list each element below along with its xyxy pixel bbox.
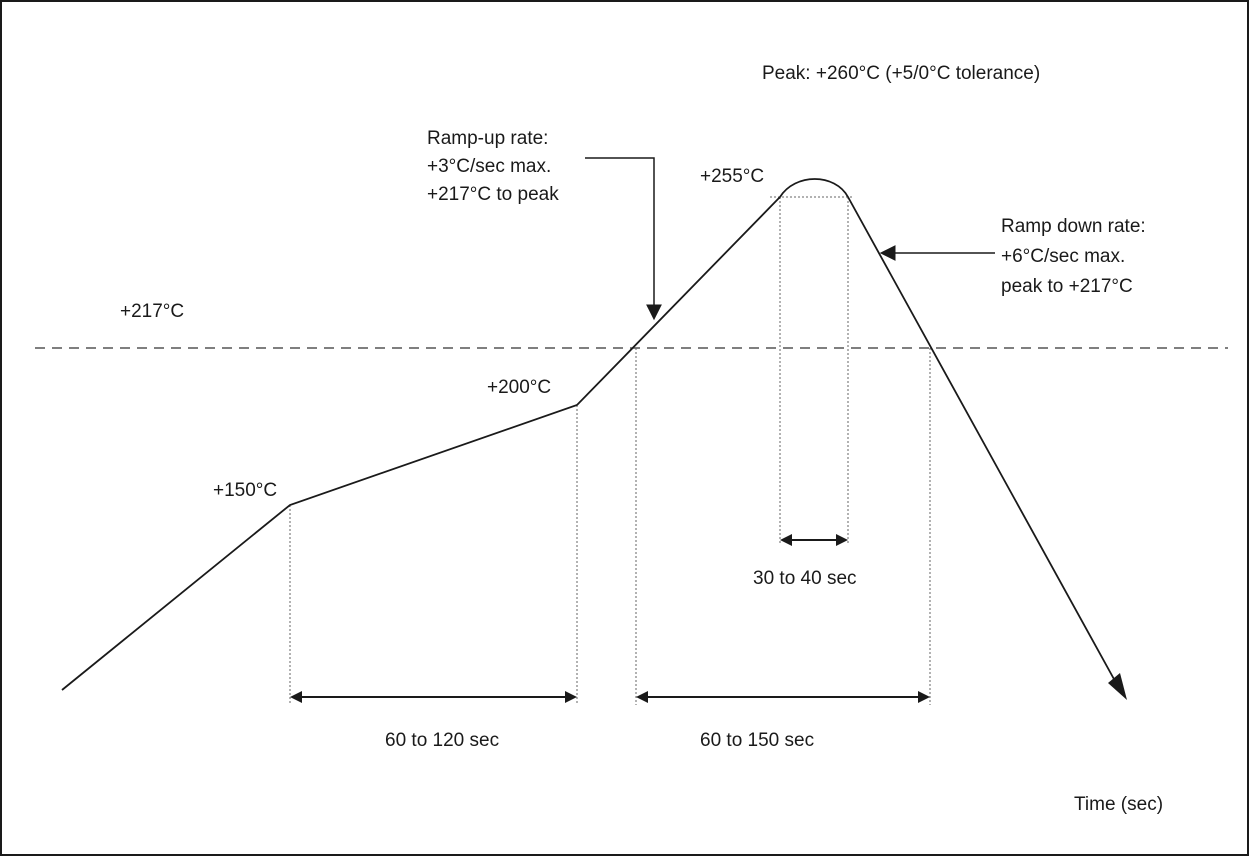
temp-150-label: +150°C: [213, 480, 277, 501]
temperature-profile-curve: [61, 178, 1121, 691]
peak-note: Peak: +260°C (+5/0°C tolerance): [762, 63, 1040, 84]
temp-255-label: +255°C: [700, 166, 764, 187]
temp-200-label: +200°C: [487, 377, 551, 398]
preheat-duration-label: 60 to 120 sec: [385, 730, 499, 751]
ramp-up-callout-arrow: [585, 157, 662, 321]
profile-end-arrowhead: [1108, 673, 1127, 700]
guide-lines: [289, 196, 931, 705]
temp-217-label: +217°C: [120, 301, 184, 322]
near-peak-duration-label: 30 to 40 sec: [753, 568, 857, 589]
x-axis-label: Time (sec): [1074, 794, 1163, 815]
liquidus-duration-label: 60 to 150 sec: [700, 730, 814, 751]
ramp-down-label-line1: Ramp down rate:: [1001, 216, 1146, 237]
ramp-up-label-line3: +217°C to peak: [427, 184, 559, 205]
ramp-up-label-line1: Ramp-up rate:: [427, 128, 548, 149]
ramp-up-label-line2: +3°C/sec max.: [427, 156, 551, 177]
ramp-down-label-line3: peak to +217°C: [1001, 276, 1133, 297]
ramp-down-label-line2: +6°C/sec max.: [1001, 246, 1125, 267]
